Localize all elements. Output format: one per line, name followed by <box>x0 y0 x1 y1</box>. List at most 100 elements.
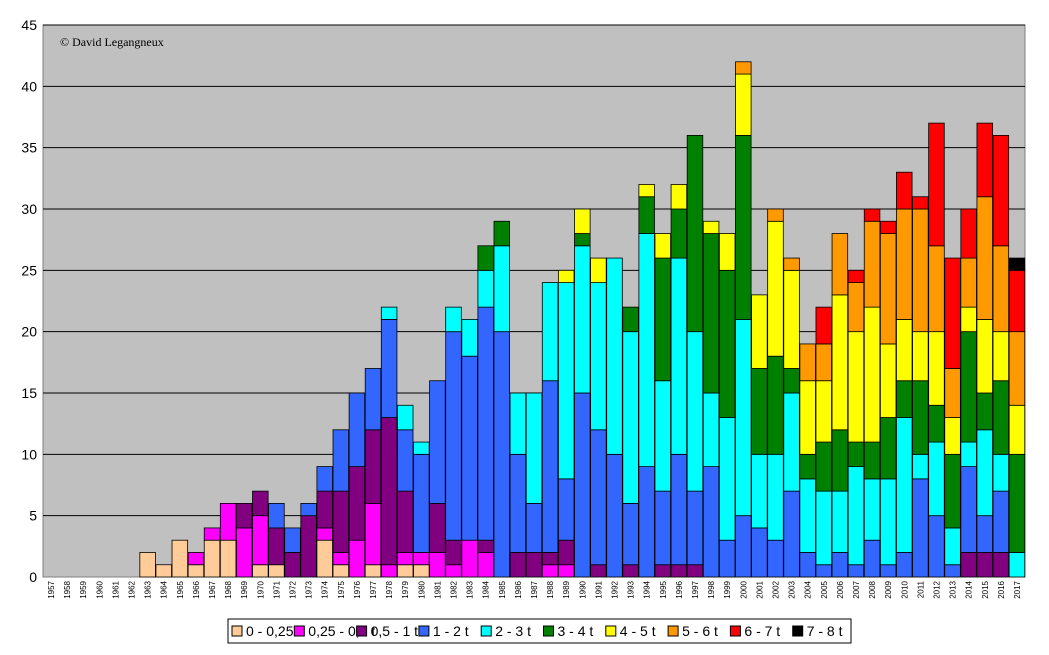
y-tick-label: 15 <box>21 385 37 401</box>
bar-segment <box>461 355 478 541</box>
bar-segment <box>477 539 494 553</box>
x-tick-label: 1966 <box>192 580 201 598</box>
x-tick-label: 1959 <box>79 580 88 598</box>
x-tick-label: 2008 <box>868 580 877 598</box>
bar-segment <box>397 429 414 492</box>
x-tick-label: 1971 <box>272 580 281 598</box>
bar-segment <box>557 564 575 578</box>
bar-segment <box>654 233 671 259</box>
bar-segment <box>638 233 655 468</box>
bar-segment <box>493 220 511 247</box>
x-tick-label: 1964 <box>160 580 169 598</box>
x-tick-label: 2017 <box>1013 580 1022 598</box>
x-tick-label: 1999 <box>723 580 732 598</box>
bar-segment <box>960 466 977 553</box>
bar-segment <box>187 552 205 566</box>
y-axis: 0 5 10 15 20 25 30 35 40 45 <box>21 17 37 585</box>
bar-segment <box>268 564 285 578</box>
bar-segment <box>654 257 671 382</box>
bar-segment <box>155 564 172 578</box>
bar-segment <box>364 429 382 504</box>
bar-segment <box>574 208 591 234</box>
legend-box <box>227 618 852 644</box>
bar-segment <box>718 539 736 578</box>
bar-segment <box>622 306 639 333</box>
x-tick-label: 1969 <box>240 580 249 598</box>
bar-segment <box>268 527 285 566</box>
bar-segment <box>477 552 494 578</box>
bar-segment <box>493 331 511 578</box>
x-tick-label: 2004 <box>804 580 813 598</box>
bar-segment <box>815 564 832 578</box>
bar-segment <box>767 355 784 455</box>
x-tick-label: 2016 <box>997 580 1006 598</box>
bar-segment <box>960 441 977 468</box>
bar-segment <box>992 134 1010 247</box>
bar-segment <box>735 515 752 578</box>
bar-segment <box>171 539 189 578</box>
bar-segment <box>976 122 993 198</box>
bar-segment <box>590 282 607 431</box>
bar-segment <box>477 245 494 271</box>
bar-segment <box>751 453 768 529</box>
bar-segment <box>638 184 655 198</box>
x-tick-label: 2010 <box>900 580 909 598</box>
bar-segment <box>783 392 800 492</box>
y-tick-label: 40 <box>21 78 37 94</box>
y-tick-label: 35 <box>21 140 37 156</box>
bar-segment <box>976 196 993 320</box>
bar-segment <box>413 441 430 455</box>
bar-segment <box>992 331 1010 382</box>
bar-segment <box>976 429 993 517</box>
legend-swatch <box>605 625 617 637</box>
bar-segment <box>863 220 881 308</box>
y-tick-label: 0 <box>29 569 37 585</box>
x-tick-label: 1986 <box>514 580 523 598</box>
bar-segment <box>332 490 350 553</box>
bar-segment <box>590 257 607 284</box>
x-tick-label: 1967 <box>208 580 217 598</box>
bar-segment <box>348 466 366 541</box>
bar-segment <box>799 552 816 578</box>
bar-segment <box>960 306 977 333</box>
bar-segment <box>863 306 881 443</box>
bar-segment <box>831 294 849 431</box>
legend-label: 0,5 - 1 t <box>371 623 419 639</box>
bar-segment <box>718 269 736 418</box>
bar-segment <box>541 380 559 553</box>
x-tick-label: 1961 <box>111 580 120 598</box>
x-tick-label: 2011 <box>916 580 925 598</box>
bar-segment <box>815 441 832 492</box>
bar-segment <box>429 502 446 553</box>
bar-segment <box>944 257 961 369</box>
bar-segment <box>976 318 993 394</box>
x-tick-label: 1976 <box>353 580 362 598</box>
bar-segment <box>831 233 849 296</box>
bar-segment <box>654 380 671 492</box>
x-tick-label: 1970 <box>256 580 265 598</box>
bar-segment <box>236 527 253 578</box>
bar-segment <box>413 564 430 578</box>
x-tick-label: 1987 <box>530 580 539 598</box>
legend-label: 5 - 6 t <box>682 623 718 639</box>
bar-segment <box>783 257 800 271</box>
legend-swatch <box>543 625 554 637</box>
x-tick-label: 1960 <box>95 580 104 598</box>
bar-segment <box>896 318 913 382</box>
bar-segment <box>912 380 929 455</box>
x-tick-label: 1994 <box>643 580 652 598</box>
bar-segment <box>445 306 462 333</box>
bar-segment <box>847 269 865 284</box>
x-tick-label: 1973 <box>305 580 314 598</box>
bar-segment <box>735 73 752 136</box>
bar-segment <box>541 282 559 382</box>
bar-segment <box>380 318 398 418</box>
bar-segment <box>896 380 913 418</box>
bar-segment <box>718 233 736 271</box>
bar-segment <box>284 527 301 553</box>
x-tick-label: 1975 <box>337 580 346 598</box>
legend-swatch <box>231 625 243 637</box>
x-tick-label: 2006 <box>836 580 845 598</box>
bar-segment <box>574 392 591 578</box>
